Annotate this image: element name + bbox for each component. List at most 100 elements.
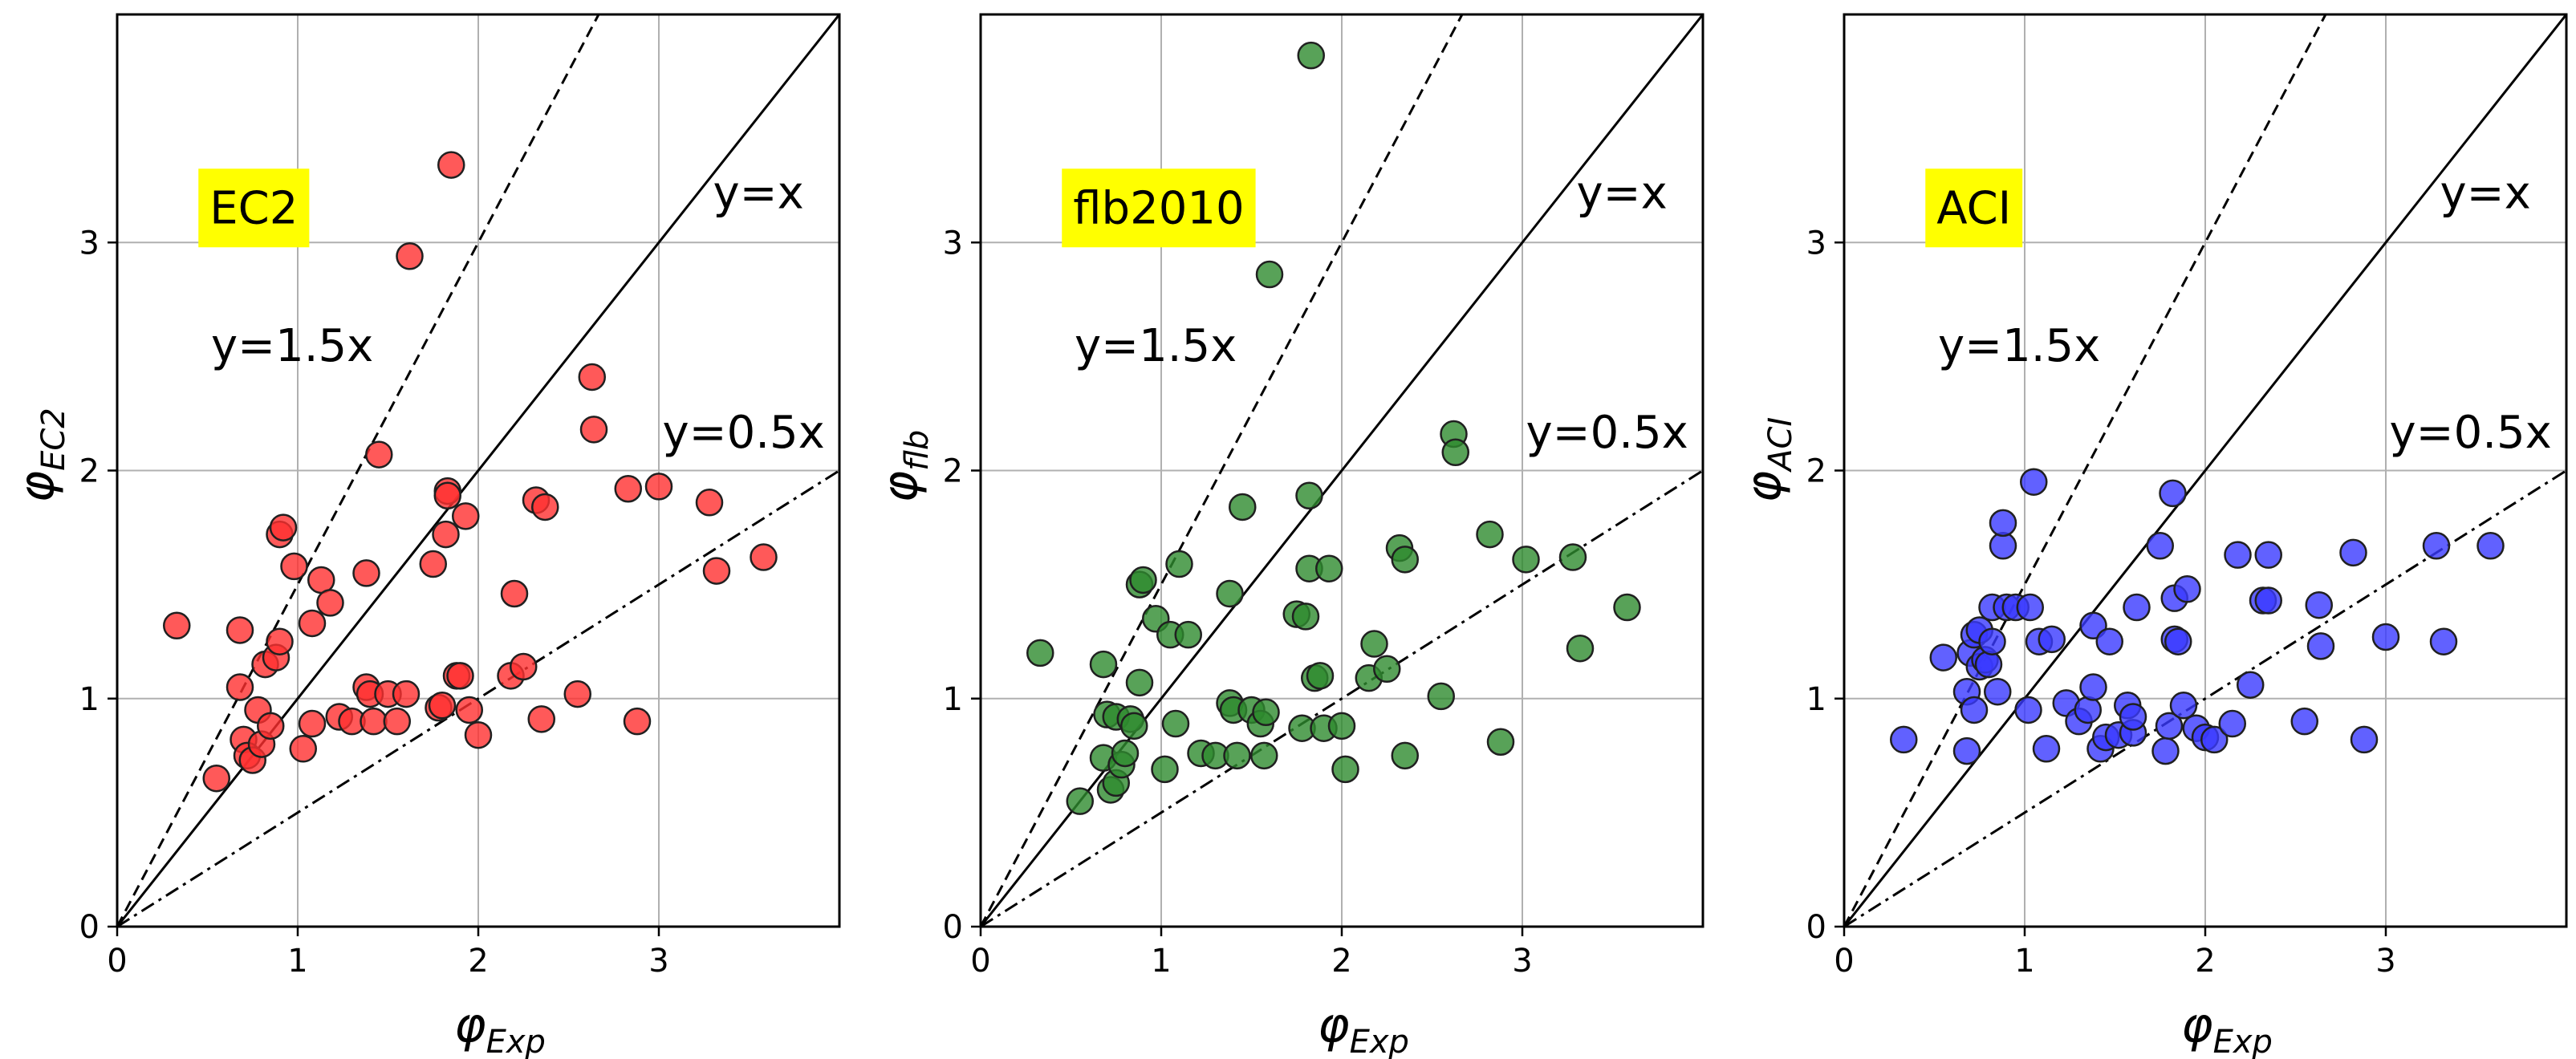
data-point [1120,712,1148,740]
reference-line-dashdot [117,469,839,927]
x-tick-label: 1 [287,943,307,980]
data-point [1427,682,1455,711]
reference-line-label: y=1.5x [1075,320,1237,372]
data-point [163,611,191,640]
reference-line-dashdot [1844,469,2566,927]
data-point [2074,696,2102,724]
y-tick-label: 2 [79,453,100,490]
data-point [1250,741,1278,770]
data-point [527,705,555,733]
y-tick-label: 3 [79,225,100,262]
data-point [2371,623,2400,651]
data-point [1229,493,1257,521]
y-axis-symbol: φ [1736,471,1792,503]
x-axis-title: φExp [2181,997,2273,1059]
data-point [1165,550,1193,578]
data-point [452,502,480,530]
data-point [2200,725,2229,754]
data-point [352,559,380,587]
data-point [1026,639,1054,667]
data-point [2032,735,2061,763]
data-point [2146,532,2174,560]
reference-line-label: y=0.5x [2390,407,2552,459]
data-point [578,363,606,392]
data-point [2218,709,2246,738]
y-axis-title: φflb [872,430,936,503]
data-point [437,151,465,179]
x-tick-label: 1 [2014,943,2034,980]
data-point [2038,625,2066,654]
data-point [500,579,529,608]
data-point [2305,590,2333,619]
x-tick-label: 2 [1331,943,1351,980]
y-axis-symbol: φ [872,471,928,503]
data-point [1952,736,1981,765]
data-point [433,481,461,510]
reference-line-label: y=0.5x [663,407,825,459]
data-point [1255,260,1284,289]
x-axis-subscript: Exp [1350,1024,1409,1059]
y-tick-label: 3 [1806,225,1826,262]
data-point [2254,586,2282,615]
data-point [579,416,608,444]
x-axis-symbol: φ [2181,997,2213,1053]
data-point [226,673,254,701]
data-point [1252,698,1280,727]
data-point [432,520,460,549]
data-point [623,707,652,736]
y-axis-subscript: flb [899,430,936,471]
data-point [1327,712,1356,740]
data-point [1223,741,1251,770]
x-tick-label: 3 [1512,943,1532,980]
data-point [455,696,483,724]
data-point [392,680,421,708]
data-point [1929,643,1957,672]
data-point [1291,603,1320,631]
reference-line-label: y=x [713,168,804,220]
data-point [1978,627,2006,655]
data-point [531,493,559,521]
data-point [2159,479,2187,508]
data-point [1984,677,2012,706]
data-point [298,609,327,638]
data-point [2339,538,2367,567]
data-point [2151,736,2180,765]
data-point [2237,671,2265,699]
y-tick-label: 1 [943,681,963,718]
data-point [1486,728,1515,757]
reference-line-dashed [117,14,600,927]
x-axis-title: φExp [454,997,546,1059]
data-point [614,474,642,503]
reference-line-dashed [1844,14,2327,927]
reference-line-label: y=1.5x [1938,320,2100,372]
data-point [446,662,474,690]
data-point [2164,627,2192,655]
x-axis-symbol: φ [1318,997,1350,1053]
data-point [1890,725,1918,754]
data-point [1476,520,1504,549]
data-point [202,764,230,793]
data-point [1297,41,1325,70]
data-point [266,627,294,655]
data-point [2290,707,2318,736]
data-point [464,720,493,749]
data-point [1125,668,1154,697]
data-point [360,707,388,736]
data-point [1216,579,1244,608]
data-point [1391,741,1419,770]
data-point [1613,593,1641,622]
data-point [1306,662,1335,690]
data-point [1161,709,1190,738]
data-point [2095,627,2123,655]
y-tick-label: 2 [943,453,963,490]
x-tick-label: 1 [1151,943,1171,980]
data-point [280,552,308,581]
y-tick-label: 0 [943,909,963,946]
data-point [1974,650,2003,679]
data-point [1089,650,1118,679]
x-tick-label: 0 [1834,943,1854,980]
data-point [510,652,538,681]
x-tick-label: 2 [2195,943,2215,980]
